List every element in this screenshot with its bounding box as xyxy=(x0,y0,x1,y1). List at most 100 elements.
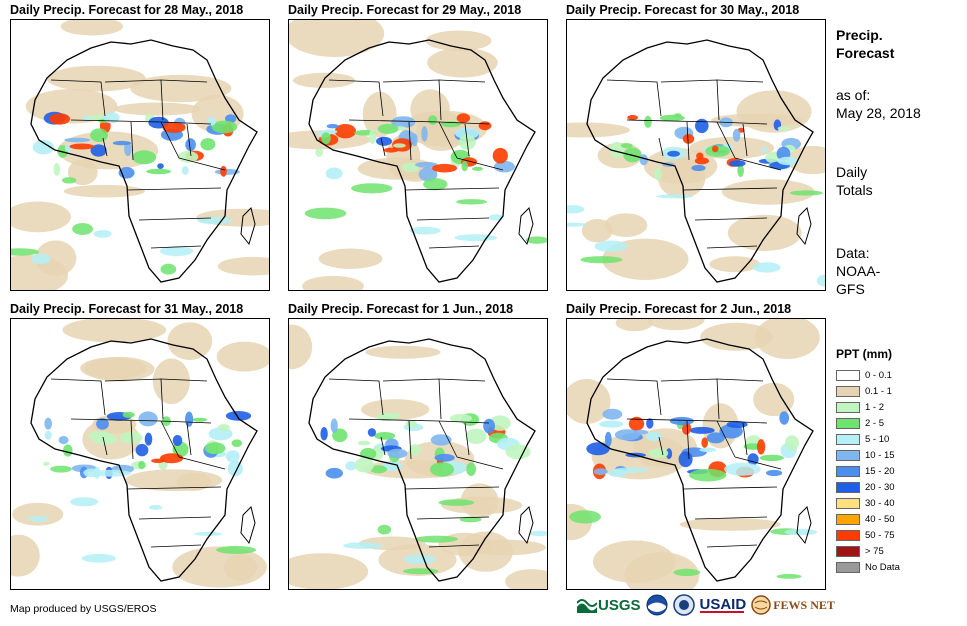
light-precip-area xyxy=(289,324,313,370)
rain-cell xyxy=(69,143,95,150)
country-border xyxy=(408,420,412,460)
ocean-shower xyxy=(673,568,701,576)
rain-cell xyxy=(646,418,654,429)
country-border xyxy=(734,456,782,470)
country-border xyxy=(658,436,664,456)
country-border xyxy=(682,187,778,191)
rain-cell xyxy=(779,411,790,425)
legend-swatch xyxy=(836,497,860,509)
ocean-shower xyxy=(197,216,233,225)
country-border xyxy=(694,516,768,520)
country-border xyxy=(716,420,736,458)
precip-map xyxy=(10,318,270,590)
rain-cell xyxy=(82,115,90,122)
forecast-panel-1: Daily Precip. Forecast for 28 May., 2018 xyxy=(10,3,270,293)
rain-cell xyxy=(103,112,120,124)
legend-item: 5 - 10 xyxy=(836,431,900,447)
light-precip-area xyxy=(172,546,267,588)
rain-cell xyxy=(454,127,480,139)
rain-cell xyxy=(325,467,343,479)
rain-cell xyxy=(334,124,357,139)
rain-cell xyxy=(200,138,216,151)
precip-map xyxy=(10,19,270,291)
legend-label: No Data xyxy=(865,561,900,573)
rain-cell xyxy=(691,164,706,172)
rain-cell xyxy=(669,416,694,426)
rain-cell xyxy=(387,448,408,459)
madagascar-outline xyxy=(518,506,534,545)
rain-cell xyxy=(654,167,662,181)
light-precip-area xyxy=(289,20,385,57)
asof-date: May 28, 2018 xyxy=(836,105,921,121)
country-border xyxy=(186,422,192,456)
legend-item: 1 - 2 xyxy=(836,399,900,415)
legend-title: PPT (mm) xyxy=(836,347,893,361)
ocean-shower xyxy=(342,542,383,549)
ocean-shower xyxy=(724,462,761,476)
fewsnet-globe-icon xyxy=(751,595,771,615)
rain-cell xyxy=(472,166,484,171)
ocean-shower xyxy=(72,223,93,235)
light-precip-area xyxy=(615,319,653,332)
country-border xyxy=(658,137,664,157)
ocean-shower xyxy=(92,469,132,477)
continent-outline xyxy=(30,338,258,582)
rain-cell xyxy=(120,431,143,444)
rain-cell xyxy=(737,164,744,177)
rain-cell xyxy=(330,418,338,433)
country-border xyxy=(404,486,500,490)
country-border xyxy=(328,378,384,416)
legend-label: 2 - 5 xyxy=(865,417,885,429)
rain-cell xyxy=(162,122,186,133)
rain-cell xyxy=(376,136,392,146)
country-border xyxy=(160,121,180,159)
rain-cell xyxy=(432,163,458,173)
country-border xyxy=(464,422,470,456)
light-precip-area xyxy=(700,322,773,351)
rain-cell xyxy=(434,453,455,462)
ocean-shower xyxy=(304,207,347,220)
light-precip-area xyxy=(217,256,269,276)
ocean-shower xyxy=(784,528,818,536)
rain-cell xyxy=(96,418,109,430)
rain-cell xyxy=(673,113,682,118)
panel-title: Daily Precip. Forecast for 28 May., 2018 xyxy=(10,3,244,17)
fewsnet-text: FEWS NET xyxy=(773,597,835,612)
legend-item: 20 - 30 xyxy=(836,479,900,495)
country-border xyxy=(126,486,222,490)
legend-label: 1 - 2 xyxy=(865,401,885,413)
ocean-shower xyxy=(160,263,177,275)
country-border xyxy=(130,121,134,161)
rain-cell xyxy=(124,141,132,157)
rain-cell xyxy=(58,436,69,445)
country-border xyxy=(438,420,458,458)
rain-cell xyxy=(421,126,428,142)
ocean-shower xyxy=(456,199,487,205)
legend-swatch xyxy=(836,417,860,429)
rain-cell xyxy=(377,123,399,134)
light-precip-area xyxy=(646,319,705,331)
country-border xyxy=(150,544,202,548)
country-border xyxy=(716,121,736,159)
rain-cell xyxy=(706,432,725,444)
light-precip-area xyxy=(721,179,815,205)
light-precip-area xyxy=(152,358,190,405)
rain-cell xyxy=(639,154,648,166)
forecast-panel-5: Daily Precip. Forecast for 1 Jun., 2018 xyxy=(288,302,548,592)
light-precip-area xyxy=(604,213,648,238)
rain-cell xyxy=(53,162,60,176)
country-border xyxy=(706,245,758,249)
legend-swatch xyxy=(836,369,860,381)
rain-cell xyxy=(777,126,790,131)
rain-cell xyxy=(401,162,420,173)
asof-label: as of: xyxy=(836,87,871,103)
rain-cell xyxy=(231,439,243,447)
light-precip-area xyxy=(318,248,383,269)
legend-item: No Data xyxy=(836,559,900,575)
rain-cell xyxy=(785,435,799,451)
legend-swatch xyxy=(836,481,860,493)
forecast-panel-2: Daily Precip. Forecast for 29 May., 2018 xyxy=(288,3,548,293)
rain-cell xyxy=(220,165,227,177)
country-border xyxy=(438,121,458,159)
rain-cell xyxy=(644,115,652,128)
